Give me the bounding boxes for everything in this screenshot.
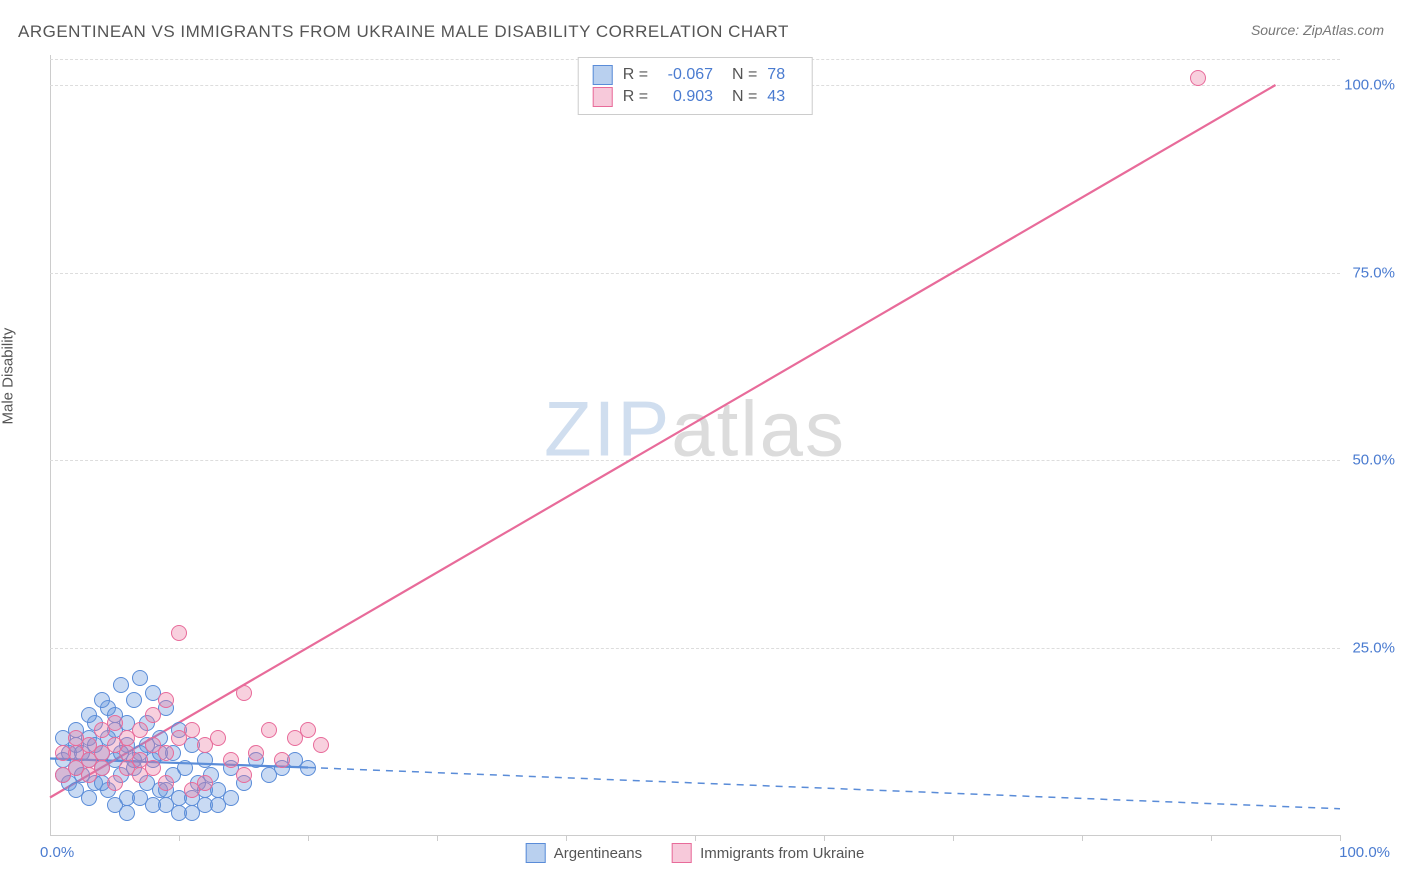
legend-label: Immigrants from Ukraine [700,845,864,862]
data-point [126,692,142,708]
stats-r-label: R = [623,88,648,106]
data-point [107,715,123,731]
y-tick-label: 75.0% [1352,264,1395,281]
legend-swatch [593,65,613,85]
stats-row: R = 0.903 N = 43 [593,86,798,108]
data-point [197,752,213,768]
data-point [210,730,226,746]
data-point [81,790,97,806]
data-point [94,692,110,708]
x-tick [824,835,825,841]
source-attribution: Source: ZipAtlas.com [1251,22,1384,38]
data-point [107,775,123,791]
data-point [81,707,97,723]
legend-item: Argentineans [526,843,642,863]
legend-swatch [672,843,692,863]
data-point [248,745,264,761]
data-point [184,782,200,798]
data-point [145,760,161,776]
x-tick [695,835,696,841]
stats-n-value: 78 [767,66,797,84]
stats-n-label: N = [723,66,757,84]
data-point [300,760,316,776]
data-point [158,745,174,761]
data-point [261,722,277,738]
data-point [223,752,239,768]
stats-n-value: 43 [767,88,797,106]
data-point [236,767,252,783]
chart-title: ARGENTINEAN VS IMMIGRANTS FROM UKRAINE M… [18,22,789,42]
plot-area: ZIPatlas 25.0%50.0%75.0%100.0% 0.0% 100.… [50,55,1340,836]
data-point [177,760,193,776]
data-point [171,625,187,641]
x-tick [953,835,954,841]
y-tick-label: 25.0% [1352,639,1395,656]
stats-r-label: R = [623,66,648,84]
x-tick [437,835,438,841]
stats-row: R = -0.067 N = 78 [593,64,798,86]
data-point [113,677,129,693]
legend-bottom: Argentineans Immigrants from Ukraine [526,843,865,863]
data-point [1190,70,1206,86]
stats-r-value: -0.067 [658,66,713,84]
trend-line-dashed [308,768,1340,809]
x-axis-start-label: 0.0% [40,844,74,861]
data-point [145,797,161,813]
x-tick [1211,835,1212,841]
y-axis-label: Male Disability [0,328,17,425]
legend-label: Argentineans [554,845,642,862]
data-point [171,805,187,821]
trend-line [50,85,1276,798]
x-tick [1340,835,1341,841]
data-point [313,737,329,753]
data-point [68,730,84,746]
x-tick [1082,835,1083,841]
y-tick-label: 100.0% [1344,77,1395,94]
x-tick [308,835,309,841]
data-point [119,745,135,761]
data-point [274,752,290,768]
legend-swatch [593,87,613,107]
data-point [184,722,200,738]
stats-r-value: 0.903 [658,88,713,106]
legend-swatch [526,843,546,863]
x-tick [179,835,180,841]
data-point [132,722,148,738]
data-point [158,692,174,708]
data-point [223,790,239,806]
stats-n-label: N = [723,88,757,106]
data-point [55,745,71,761]
data-point [236,685,252,701]
trend-lines-svg [50,55,1340,835]
legend-item: Immigrants from Ukraine [672,843,864,863]
data-point [132,670,148,686]
x-axis-end-label: 100.0% [1339,844,1390,861]
y-tick-label: 50.0% [1352,452,1395,469]
data-point [145,707,161,723]
data-point [119,805,135,821]
x-tick [566,835,567,841]
data-point [94,760,110,776]
data-point [158,775,174,791]
stats-legend-box: R = -0.067 N = 78R = 0.903 N = 43 [578,57,813,115]
data-point [300,722,316,738]
